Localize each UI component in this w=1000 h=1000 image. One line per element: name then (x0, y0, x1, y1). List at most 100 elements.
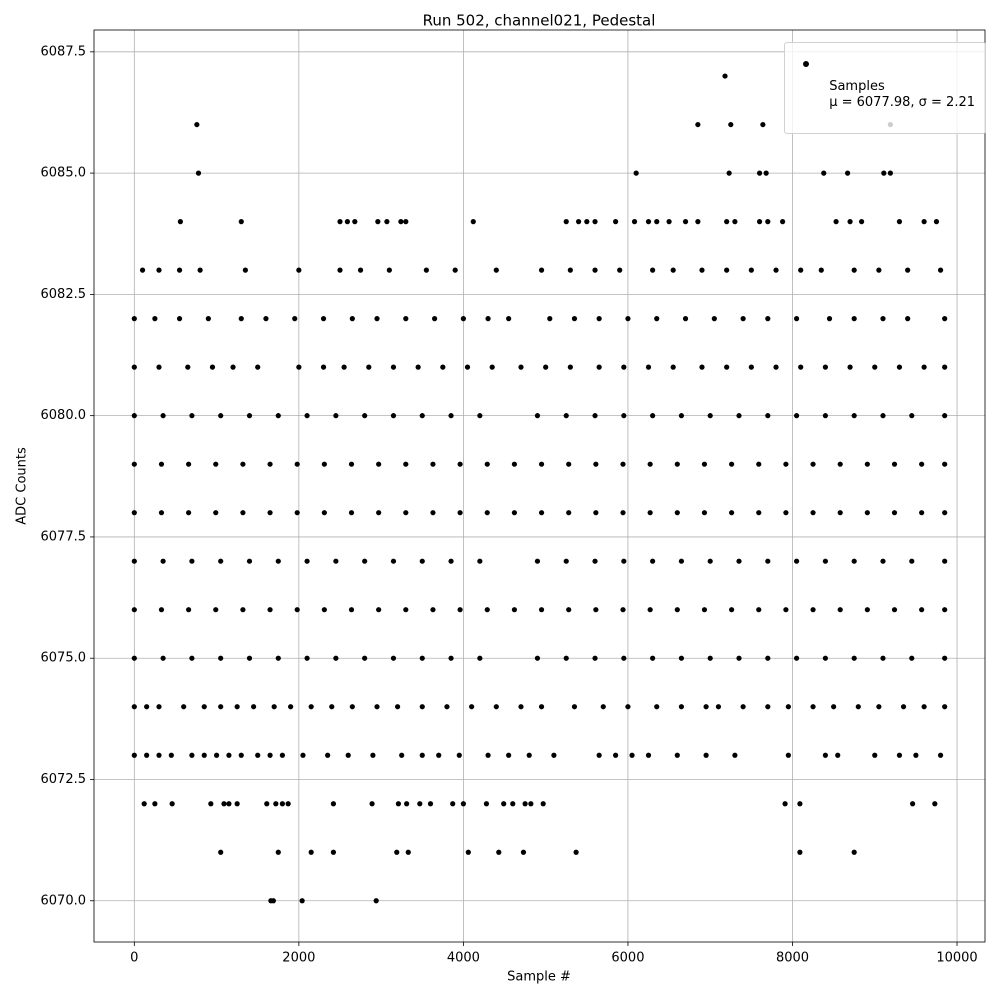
data-point (835, 752, 841, 758)
data-point (325, 752, 331, 758)
data-point (218, 849, 224, 855)
data-point (872, 752, 878, 758)
data-point (563, 655, 569, 661)
data-point (880, 413, 886, 419)
data-point (909, 558, 915, 564)
data-point (484, 461, 490, 467)
data-point (483, 801, 490, 807)
data-point (292, 316, 298, 322)
data-point (376, 510, 382, 516)
data-point (674, 461, 680, 467)
data-point (321, 461, 327, 467)
data-point (921, 219, 927, 225)
data-point (511, 510, 518, 516)
data-point (520, 849, 527, 855)
data-point (905, 267, 911, 273)
data-point (592, 267, 598, 273)
data-point (160, 655, 166, 661)
data-point (900, 704, 907, 710)
data-point (465, 849, 471, 855)
data-point (477, 655, 483, 661)
data-point (647, 607, 653, 613)
data-point (477, 413, 483, 419)
data-point (736, 413, 742, 419)
data-point (596, 316, 602, 322)
data-point (748, 364, 754, 370)
data-point (621, 558, 627, 564)
data-point (226, 801, 232, 807)
data-point (246, 413, 253, 419)
data-point (625, 704, 631, 710)
data-point (369, 801, 375, 807)
data-point (240, 510, 246, 516)
data-point (158, 510, 165, 516)
x-tick-label: 4000 (447, 951, 480, 966)
data-point (189, 752, 195, 758)
y-tick-label: 6072.5 (41, 772, 87, 787)
data-point (822, 655, 828, 661)
data-point (242, 267, 248, 273)
data-point (538, 704, 545, 710)
data-point (131, 558, 137, 564)
data-point (296, 364, 302, 370)
data-point (218, 704, 224, 710)
data-point (942, 704, 948, 710)
data-point (855, 704, 861, 710)
data-point (728, 121, 734, 128)
data-point (793, 413, 800, 419)
data-point (858, 219, 865, 225)
data-point (279, 801, 286, 807)
data-point (152, 316, 158, 322)
data-point (300, 752, 306, 758)
data-point (218, 558, 224, 564)
data-point (213, 510, 219, 516)
x-tick-label: 0 (130, 951, 138, 966)
data-point (851, 849, 857, 855)
data-point (349, 316, 355, 322)
data-point (176, 267, 183, 273)
data-point (470, 219, 476, 225)
data-point (156, 364, 162, 370)
data-point (139, 267, 146, 273)
data-point (674, 752, 680, 758)
data-point (131, 413, 137, 419)
data-point (477, 558, 483, 564)
data-point (213, 461, 219, 467)
data-point (864, 607, 870, 613)
data-point (876, 704, 882, 710)
data-point (131, 704, 137, 710)
data-point (270, 898, 276, 904)
legend: Samples μ = 6077.98, σ = 2.21 (784, 42, 986, 134)
data-point (209, 364, 216, 370)
data-point (131, 655, 137, 661)
data-point (620, 607, 626, 613)
data-point (349, 704, 355, 710)
data-point (448, 655, 454, 661)
data-point (543, 364, 549, 370)
data-point (910, 801, 916, 807)
data-point (366, 364, 372, 370)
data-point (394, 849, 400, 855)
data-point (573, 849, 579, 855)
data-point (678, 558, 685, 564)
data-point (440, 364, 446, 370)
data-point (375, 219, 381, 225)
data-point (837, 607, 843, 613)
plot-frame (93, 29, 986, 943)
data-point (348, 510, 355, 516)
data-point (384, 219, 390, 225)
data-point (538, 607, 545, 613)
data-point (793, 316, 800, 322)
data-point (942, 655, 948, 661)
data-point (780, 219, 786, 225)
data-point (376, 607, 382, 613)
data-point (765, 413, 771, 419)
data-point (567, 267, 573, 273)
data-point (765, 655, 771, 661)
data-point (810, 461, 816, 467)
data-point (457, 510, 463, 516)
data-point (682, 316, 689, 322)
data-point (485, 752, 491, 758)
data-point (444, 704, 450, 710)
